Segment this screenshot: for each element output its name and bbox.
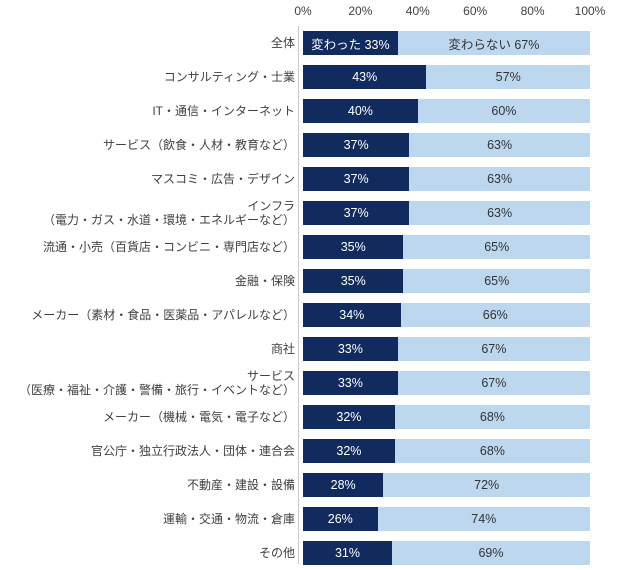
bar-track: 34% 66% <box>303 303 590 327</box>
bar-segment-changed: 33% <box>303 337 398 361</box>
chart-row: 運輸・交通・物流・倉庫 26% 74% <box>0 502 621 536</box>
chart-rows: 全体 変わった 33% 変わらない 67% コンサルティング・士業 43% 57… <box>0 26 621 570</box>
axis-tick-label: 40% <box>405 4 430 18</box>
bar-segment-unchanged: 63% <box>409 201 590 225</box>
bar-track: 31% 69% <box>303 541 590 565</box>
bar-track: 40% 60% <box>303 99 590 123</box>
bar-track: 37% 63% <box>303 133 590 157</box>
bar-segment-changed: 35% <box>303 269 404 293</box>
bar-segment-unchanged: 65% <box>403 235 590 259</box>
category-label: 商社 <box>270 341 295 356</box>
bar-segment-changed: 37% <box>303 167 410 191</box>
category-label: その他 <box>258 545 295 560</box>
category-label: サービス （医療・福祉・介護・警備・旅行・イベントなど） <box>18 368 295 397</box>
bar-segment-changed: 43% <box>303 65 427 89</box>
category-label: 流通・小売（百貨店・コンビニ・専門店など） <box>42 239 295 254</box>
bar-track: 26% 74% <box>303 507 590 531</box>
bar-segment-changed: 35% <box>303 235 404 259</box>
category-label: メーカー（機械・電気・電子など） <box>102 409 295 424</box>
chart-row: メーカー（素材・食品・医薬品・アパレルなど） 34% 66% <box>0 298 621 332</box>
chart-row: 官公庁・独立行政法人・団体・連合会 32% 68% <box>0 434 621 468</box>
bar-segment-changed: 31% <box>303 541 392 565</box>
bar-segment-unchanged: 66% <box>400 303 590 327</box>
chart-row: サービス （医療・福祉・介護・警備・旅行・イベントなど） 33% 67% <box>0 366 621 400</box>
category-label: コンサルティング・士業 <box>163 69 295 84</box>
chart-row: コンサルティング・士業 43% 57% <box>0 60 621 94</box>
bar-track: 32% 68% <box>303 439 590 463</box>
bar-segment-unchanged: 67% <box>397 337 590 361</box>
bar-segment-changed: 40% <box>303 99 418 123</box>
bar-track: 37% 63% <box>303 167 590 191</box>
bar-segment-unchanged: 67% <box>397 371 590 395</box>
x-axis: 0% 20% 40% 60% 80% 100% <box>0 0 621 26</box>
bar-segment-unchanged: 72% <box>383 473 590 497</box>
bar-segment-changed: 32% <box>303 405 395 429</box>
chart-row: 全体 変わった 33% 変わらない 67% <box>0 26 621 60</box>
axis-tick-label: 80% <box>520 4 545 18</box>
chart-row: IT・通信・インターネット 40% 60% <box>0 94 621 128</box>
bar-track: 35% 65% <box>303 269 590 293</box>
category-label: サービス（飲食・人材・教育など） <box>102 137 295 152</box>
chart-row: 流通・小売（百貨店・コンビニ・専門店など） 35% 65% <box>0 230 621 264</box>
bar-track: 37% 63% <box>303 201 590 225</box>
bar-segment-unchanged: 68% <box>394 439 590 463</box>
bar-track: 32% 68% <box>303 405 590 429</box>
bar-segment-changed: 32% <box>303 439 395 463</box>
bar-track: 33% 67% <box>303 337 590 361</box>
bar-segment-changed: 34% <box>303 303 401 327</box>
bar-track: 33% 67% <box>303 371 590 395</box>
chart-row: その他 31% 69% <box>0 536 621 570</box>
category-label: 官公庁・独立行政法人・団体・連合会 <box>90 443 295 458</box>
category-label: インフラ （電力・ガス・水道・環境・エネルギーなど） <box>42 198 295 227</box>
bar-segment-changed: 33% <box>303 371 398 395</box>
chart-row: インフラ （電力・ガス・水道・環境・エネルギーなど） 37% 63% <box>0 196 621 230</box>
bar-segment-unchanged: 65% <box>403 269 590 293</box>
bar-track: 変わった 33% 変わらない 67% <box>303 31 590 55</box>
chart-row: サービス（飲食・人材・教育など） 37% 63% <box>0 128 621 162</box>
bar-track: 35% 65% <box>303 235 590 259</box>
category-label: 金融・保険 <box>234 273 295 288</box>
y-axis-line <box>298 26 299 564</box>
chart-row: 不動産・建設・設備 28% 72% <box>0 468 621 502</box>
bar-segment-changed: 26% <box>303 507 378 531</box>
category-label: 不動産・建設・設備 <box>186 477 295 492</box>
bar-segment-unchanged: 60% <box>417 99 590 123</box>
bar-segment-unchanged: 57% <box>426 65 590 89</box>
bar-segment-changed: 37% <box>303 201 410 225</box>
bar-segment-changed: 28% <box>303 473 384 497</box>
bar-segment-unchanged: 変わらない 67% <box>397 31 590 55</box>
axis-tick-label: 100% <box>574 4 606 18</box>
bar-track: 28% 72% <box>303 473 590 497</box>
category-label: IT・通信・インターネット <box>152 103 295 118</box>
chart-row: 金融・保険 35% 65% <box>0 264 621 298</box>
category-label: 全体 <box>270 35 295 50</box>
bar-segment-changed: 37% <box>303 133 410 157</box>
bar-segment-changed: 変わった 33% <box>303 31 398 55</box>
chart-row: 商社 33% 67% <box>0 332 621 366</box>
category-label: メーカー（素材・食品・医薬品・アパレルなど） <box>31 307 295 322</box>
bar-segment-unchanged: 63% <box>409 167 590 191</box>
chart-row: メーカー（機械・電気・電子など） 32% 68% <box>0 400 621 434</box>
axis-tick-label: 20% <box>348 4 373 18</box>
category-label: 運輸・交通・物流・倉庫 <box>162 511 295 526</box>
bar-segment-unchanged: 68% <box>394 405 590 429</box>
bar-track: 43% 57% <box>303 65 590 89</box>
bar-segment-unchanged: 63% <box>409 133 590 157</box>
bar-segment-unchanged: 69% <box>391 541 590 565</box>
axis-tick-label: 0% <box>294 4 312 18</box>
axis-tick-label: 60% <box>463 4 488 18</box>
chart-row: マスコミ・広告・デザイン 37% 63% <box>0 162 621 196</box>
category-label: マスコミ・広告・デザイン <box>150 171 295 186</box>
bar-segment-unchanged: 74% <box>377 507 590 531</box>
